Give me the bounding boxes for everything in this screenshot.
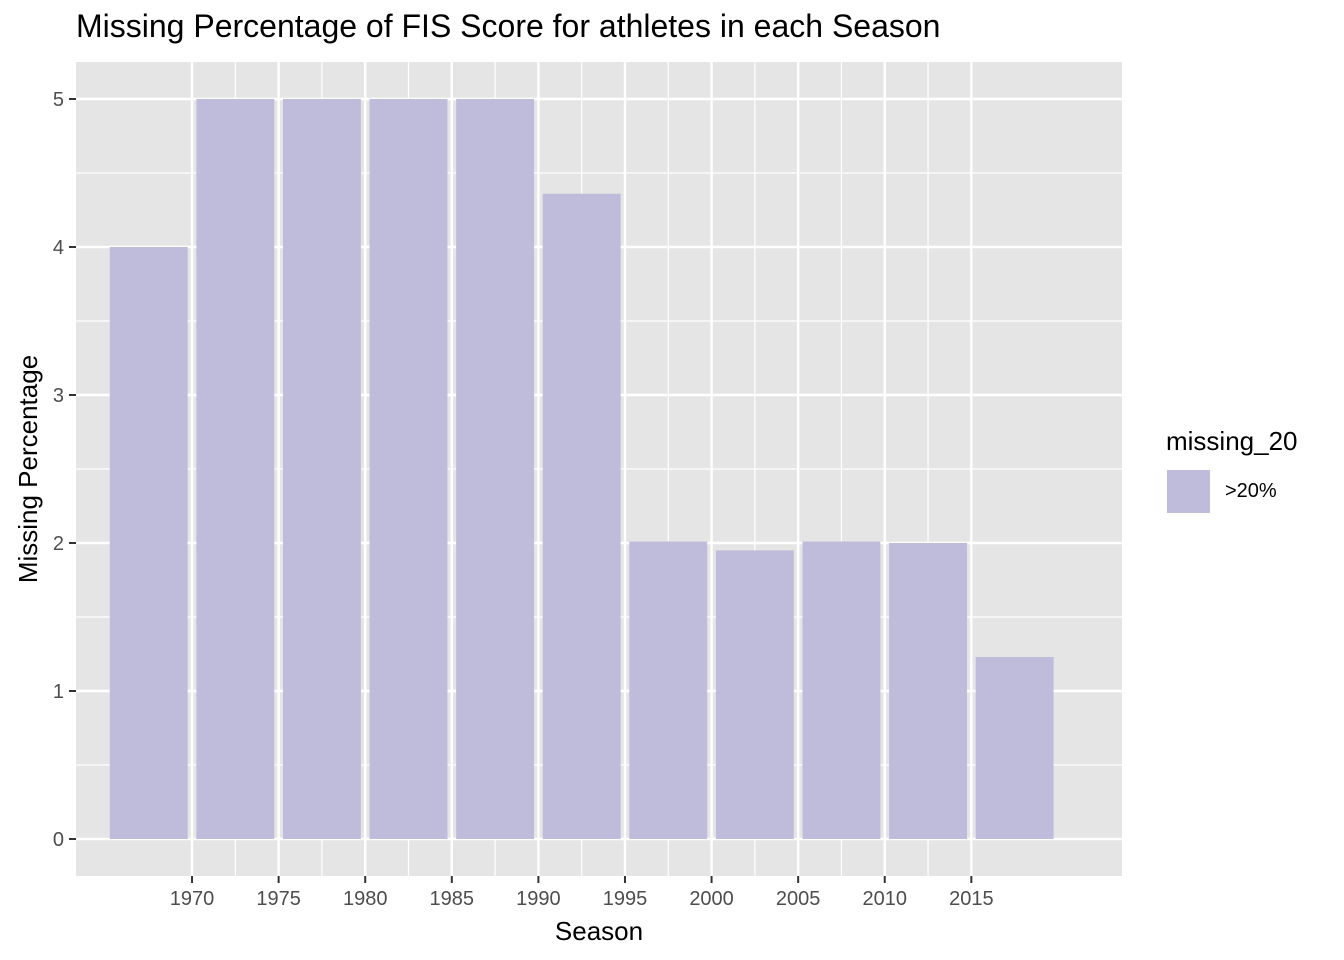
legend-entry: >20% bbox=[1166, 469, 1298, 514]
bar bbox=[542, 193, 621, 840]
bar bbox=[975, 656, 1054, 839]
x-tick-label: 2005 bbox=[776, 888, 821, 910]
x-tick-label: 1985 bbox=[430, 888, 475, 910]
bar bbox=[715, 550, 794, 839]
legend-key-swatch bbox=[1166, 469, 1211, 514]
bar bbox=[196, 99, 275, 839]
bar bbox=[802, 541, 881, 839]
x-axis-ticks: 1970 1975 1980 1985 1990 1995 2000 2005 2010 2015 bbox=[170, 876, 994, 910]
legend: missing_20 >20% bbox=[1166, 426, 1298, 514]
x-tick-label: 1990 bbox=[516, 888, 561, 910]
x-axis-title: Season bbox=[555, 916, 643, 946]
x-tick-label: 2010 bbox=[862, 888, 907, 910]
bar bbox=[456, 99, 535, 839]
bar bbox=[889, 543, 968, 839]
x-tick-label: 2015 bbox=[949, 888, 994, 910]
x-tick-label: 1980 bbox=[343, 888, 388, 910]
bar bbox=[629, 541, 708, 839]
bar bbox=[369, 99, 448, 839]
chart-title: Missing Percentage of FIS Score for athl… bbox=[76, 8, 941, 44]
y-tick-label: 5 bbox=[53, 89, 64, 111]
y-axis-title: Missing Percentage bbox=[13, 355, 43, 583]
x-tick-label: 1970 bbox=[170, 888, 215, 910]
bar bbox=[282, 99, 361, 839]
bars bbox=[109, 99, 1054, 840]
legend-title: missing_20 bbox=[1166, 426, 1298, 456]
y-tick-label: 3 bbox=[53, 385, 64, 407]
bar bbox=[109, 247, 188, 839]
y-tick-label: 2 bbox=[53, 533, 64, 555]
y-tick-label: 4 bbox=[53, 237, 64, 259]
y-axis-ticks: 0 1 2 3 4 5 bbox=[53, 89, 76, 851]
x-tick-label: 1995 bbox=[603, 888, 648, 910]
x-tick-label: 1975 bbox=[256, 888, 301, 910]
y-tick-label: 1 bbox=[53, 681, 64, 703]
x-tick-label: 2000 bbox=[689, 888, 734, 910]
legend-entry-label: >20% bbox=[1225, 480, 1277, 502]
y-tick-label: 0 bbox=[53, 829, 64, 851]
